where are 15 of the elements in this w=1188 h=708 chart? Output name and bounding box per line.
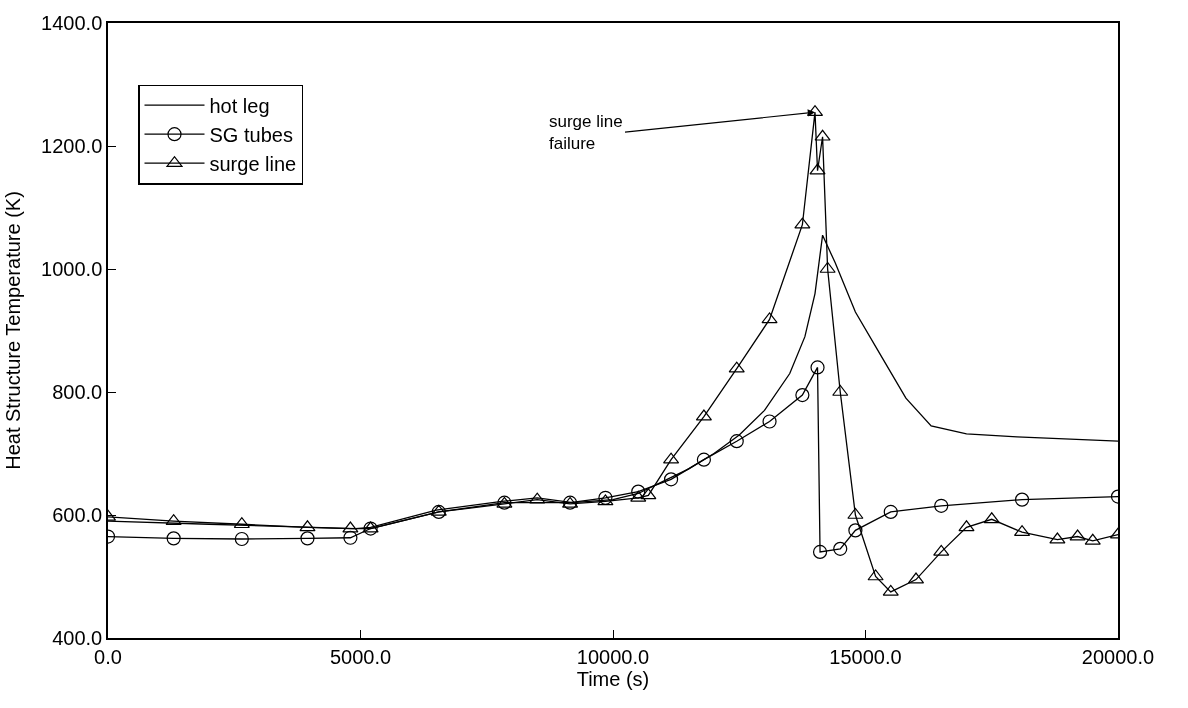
annotation: surge line failure	[549, 112, 623, 154]
x-tick-label: 20000.0	[1081, 645, 1155, 668]
x-tick-label: 10000.0	[576, 645, 650, 668]
y-tick-label: 1200.0	[41, 135, 103, 157]
x-tick-label: 5000.0	[329, 645, 392, 668]
y-tick-label: 800.0	[52, 381, 103, 403]
y-axis-title: Heat Structure Temperature (K)	[2, 191, 25, 470]
x-axis-title: Time (s)	[576, 667, 650, 690]
y-tick-label: 600.0	[52, 504, 103, 526]
y-tick-label: 1000.0	[41, 258, 103, 280]
legend-label: SG tubes	[209, 124, 293, 146]
legend-label: surge line	[209, 153, 297, 175]
legend-label: hot leg	[209, 95, 270, 117]
y-tick-label: 1400.0	[41, 12, 103, 34]
x-tick-label: 15000.0	[829, 645, 902, 668]
